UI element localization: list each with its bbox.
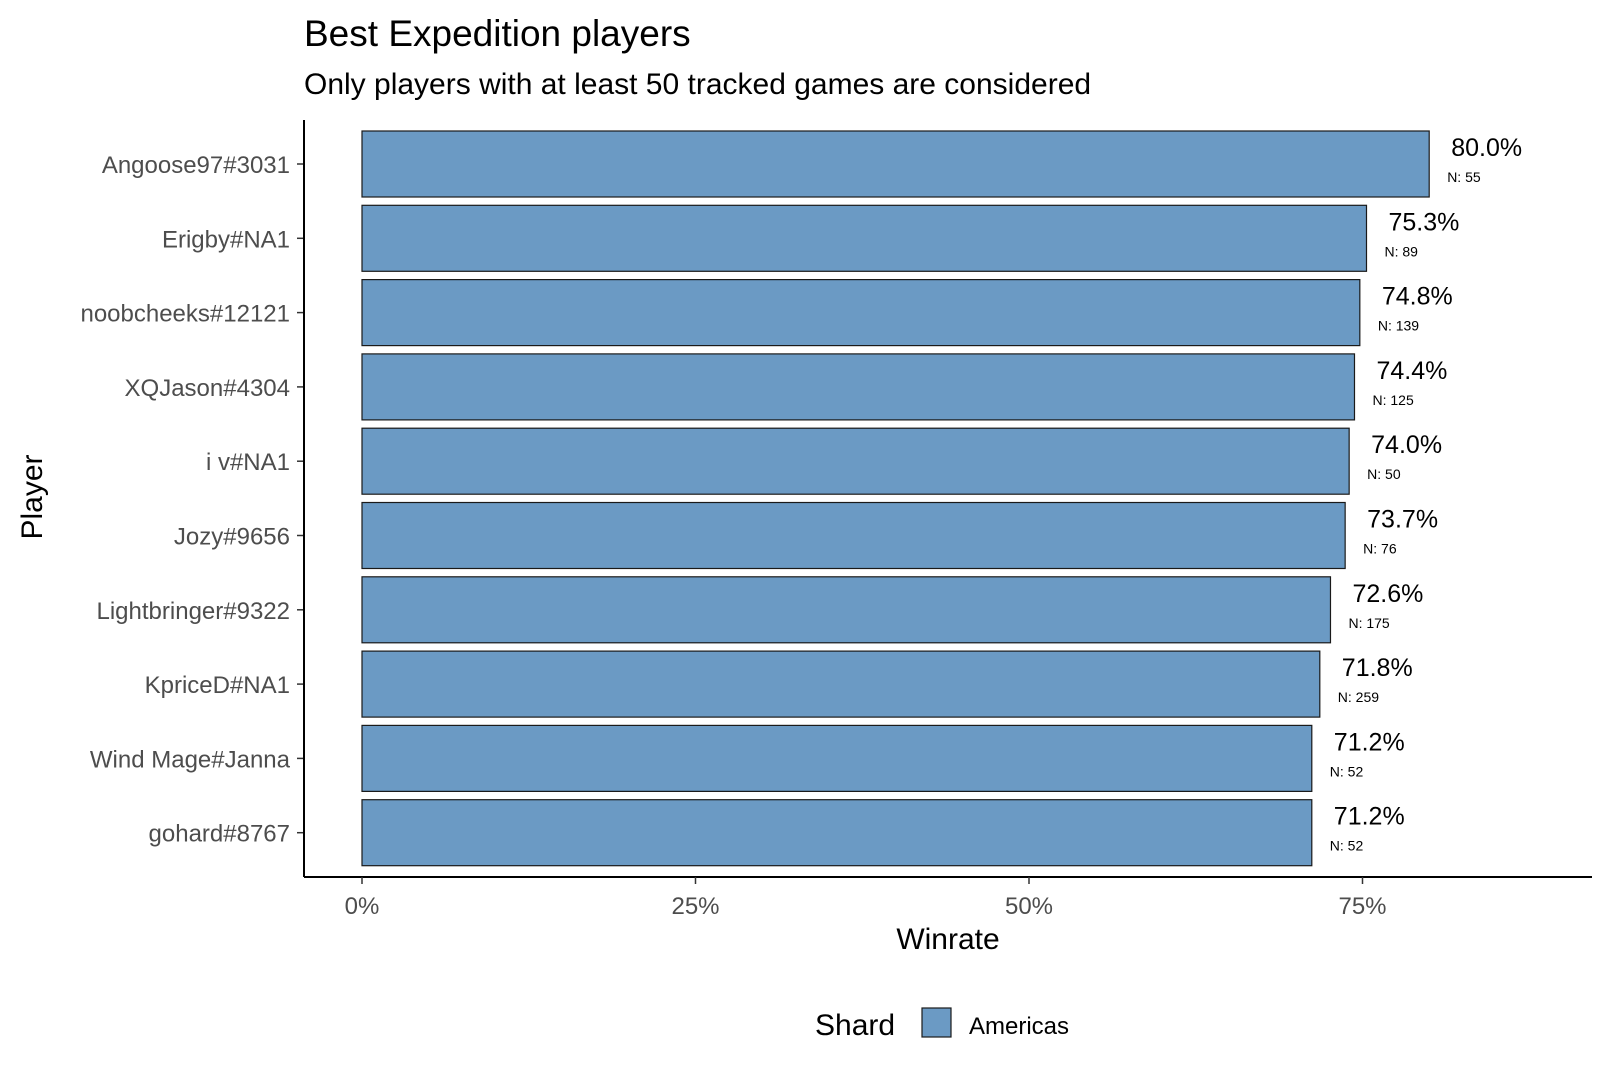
y-tick-label: noobcheeks#12121 — [80, 301, 290, 328]
y-tick-label: Wind Mage#Janna — [90, 746, 291, 773]
y-tick-label: Lightbringer#9322 — [97, 598, 291, 625]
chart-subtitle: Only players with at least 50 tracked ga… — [304, 68, 1091, 101]
x-tick-label: 50% — [1005, 893, 1053, 920]
value-label: 74.0% — [1371, 431, 1442, 459]
legend: Shard Americas — [815, 1007, 1069, 1042]
y-tick-label: i v#NA1 — [206, 449, 290, 476]
value-label: 72.6% — [1352, 580, 1423, 608]
n-label: N: 76 — [1363, 541, 1397, 557]
value-label: 73.7% — [1367, 506, 1438, 534]
n-label: N: 52 — [1330, 838, 1364, 854]
x-tick-label: 25% — [671, 893, 719, 920]
y-tick-label: Erigby#NA1 — [162, 226, 290, 253]
legend-title: Shard — [815, 1009, 895, 1042]
bar — [361, 799, 1313, 867]
n-label: N: 175 — [1348, 615, 1389, 631]
x-axis-title: Winrate — [896, 923, 999, 956]
y-axis: Angoose97#3031 Erigby#NA1 noobcheeks#12121… — [80, 120, 305, 877]
bar — [361, 204, 1368, 272]
bar — [361, 353, 1356, 421]
bar — [361, 724, 1313, 793]
n-label: N: 89 — [1385, 243, 1419, 259]
x-tick-label: 0% — [345, 893, 380, 920]
y-tick-label: KpriceD#NA1 — [145, 672, 290, 699]
chart-title: Best Expedition players — [304, 13, 691, 54]
y-tick-label: Jozy#9656 — [174, 524, 290, 551]
bar — [361, 279, 1361, 347]
bar — [361, 650, 1321, 718]
n-label: N: 50 — [1367, 466, 1401, 482]
n-label: N: 55 — [1447, 169, 1481, 185]
n-label: N: 139 — [1378, 318, 1419, 334]
value-label: 74.4% — [1376, 357, 1447, 385]
legend-key-americas — [921, 1007, 952, 1038]
bar — [361, 501, 1346, 570]
n-label: N: 52 — [1330, 763, 1364, 779]
bars-layer — [361, 130, 1430, 867]
n-label: N: 259 — [1338, 689, 1379, 705]
n-label: N: 125 — [1372, 392, 1413, 408]
value-label: 75.3% — [1389, 208, 1460, 236]
x-axis: 0% 25% 50% 75% — [304, 876, 1592, 920]
y-tick-label: XQJason#4304 — [125, 375, 290, 402]
bar — [361, 130, 1430, 198]
bar — [361, 576, 1332, 644]
bar — [361, 427, 1350, 495]
value-label: 74.8% — [1382, 283, 1453, 311]
y-tick-label: Angoose97#3031 — [102, 152, 290, 179]
y-axis-title: Player — [16, 454, 49, 539]
value-label: 71.8% — [1342, 654, 1413, 682]
legend-label-americas: Americas — [969, 1013, 1069, 1040]
value-label: 71.2% — [1334, 803, 1405, 831]
value-label: 80.0% — [1451, 134, 1522, 162]
x-tick-label: 75% — [1338, 893, 1386, 920]
y-tick-label: gohard#8767 — [149, 821, 290, 848]
value-labels-layer: 80.0% N: 55 75.3% N: 89 74.8% N: 139 74.4% N: 1… — [1330, 134, 1522, 854]
value-label: 71.2% — [1334, 728, 1405, 756]
